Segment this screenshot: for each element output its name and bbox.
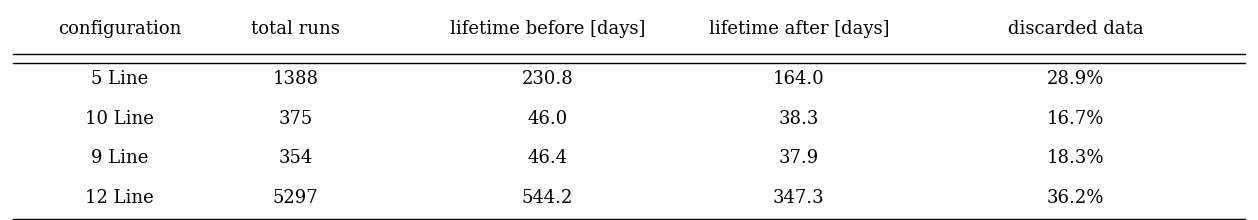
Text: lifetime before [days]: lifetime before [days] xyxy=(449,20,645,38)
Text: 164.0: 164.0 xyxy=(772,70,825,88)
Text: discarded data: discarded data xyxy=(1008,20,1144,38)
Text: 5 Line: 5 Line xyxy=(91,70,148,88)
Text: 46.0: 46.0 xyxy=(527,110,567,128)
Text: 1388: 1388 xyxy=(273,70,318,88)
Text: 544.2: 544.2 xyxy=(522,189,572,207)
Text: lifetime after [days]: lifetime after [days] xyxy=(708,20,889,38)
Text: 12 Line: 12 Line xyxy=(86,189,153,207)
Text: 5297: 5297 xyxy=(273,189,318,207)
Text: 10 Line: 10 Line xyxy=(86,110,153,128)
Text: 36.2%: 36.2% xyxy=(1047,189,1105,207)
Text: 230.8: 230.8 xyxy=(521,70,574,88)
Text: 38.3: 38.3 xyxy=(779,110,819,128)
Text: 375: 375 xyxy=(278,110,313,128)
Text: 16.7%: 16.7% xyxy=(1047,110,1105,128)
Text: 37.9: 37.9 xyxy=(779,149,819,167)
Text: 9 Line: 9 Line xyxy=(91,149,148,167)
Text: 28.9%: 28.9% xyxy=(1047,70,1105,88)
Text: total runs: total runs xyxy=(252,20,340,38)
Text: 347.3: 347.3 xyxy=(772,189,825,207)
Text: configuration: configuration xyxy=(58,20,181,38)
Text: 18.3%: 18.3% xyxy=(1047,149,1105,167)
Text: 354: 354 xyxy=(278,149,313,167)
Text: 46.4: 46.4 xyxy=(527,149,567,167)
